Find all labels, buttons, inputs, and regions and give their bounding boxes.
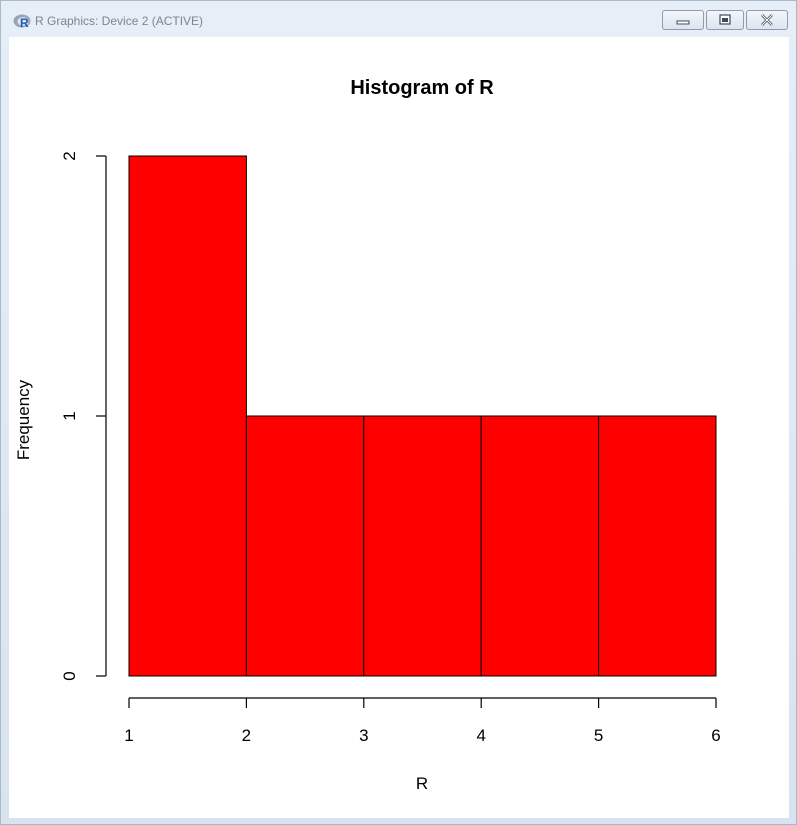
plot-area: Histogram of R R Frequency 1 2 3 4 5 6 0 1 2	[9, 37, 789, 818]
x-tick-label: 1	[124, 726, 133, 745]
y-axis: 0 1 2	[60, 151, 107, 681]
chart-title: Histogram of R	[350, 77, 494, 99]
r-logo-icon: R	[13, 14, 31, 29]
svg-text:R: R	[20, 16, 29, 29]
y-tick-label: 2	[60, 151, 79, 160]
minimize-icon	[676, 20, 690, 25]
x-tick-label: 6	[711, 726, 720, 745]
x-axis: 1 2 3 4 5 6	[124, 697, 721, 745]
title-bar[interactable]: R R Graphics: Device 2 (ACTIVE)	[1, 1, 796, 37]
close-icon	[761, 14, 773, 26]
restore-button[interactable]	[706, 10, 744, 30]
histogram-chart: Histogram of R R Frequency 1 2 3 4 5 6 0 1 2	[14, 77, 721, 793]
x-tick-label: 3	[359, 726, 368, 745]
close-button[interactable]	[746, 10, 788, 30]
y-tick-label: 1	[60, 411, 79, 420]
window-title: R Graphics: Device 2 (ACTIVE)	[35, 14, 204, 28]
x-tick-label: 4	[476, 726, 485, 745]
restore-icon	[719, 14, 731, 25]
y-axis-label: Frequency	[14, 379, 33, 460]
histogram-bar	[363, 415, 482, 677]
x-tick-label: 5	[594, 726, 603, 745]
x-tick-label: 2	[242, 726, 251, 745]
bars-group	[128, 155, 717, 677]
minimize-button[interactable]	[662, 10, 704, 30]
x-axis-label: R	[416, 774, 428, 793]
y-tick-label: 0	[60, 671, 79, 680]
histogram-bar	[480, 415, 600, 677]
histogram-bar	[128, 155, 247, 677]
histogram-bar	[245, 415, 365, 677]
histogram-bar	[598, 415, 717, 677]
